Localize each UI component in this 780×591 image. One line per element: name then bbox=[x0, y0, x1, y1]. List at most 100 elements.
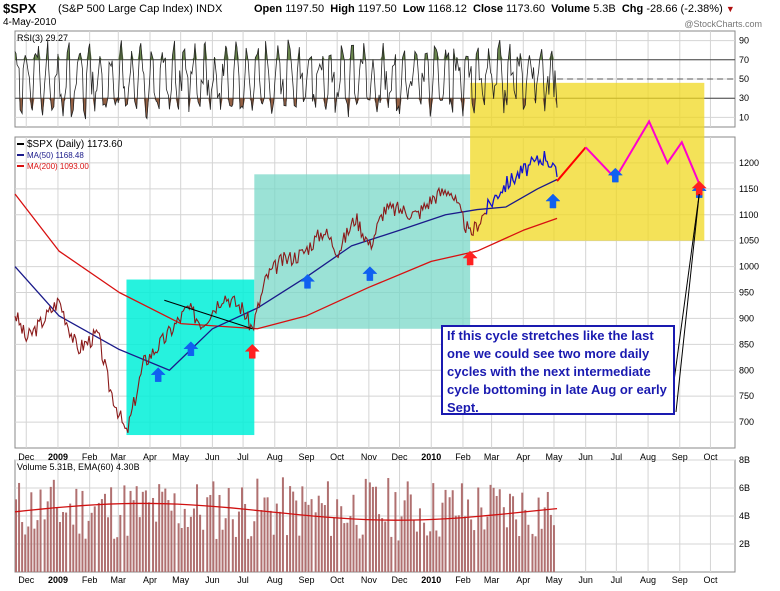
volume-bar bbox=[454, 515, 457, 572]
volume-bar bbox=[394, 492, 397, 572]
volume-label: Volume bbox=[551, 3, 591, 15]
volume-bar bbox=[518, 536, 521, 572]
price-x-tick-label: May bbox=[545, 452, 563, 462]
low-label: Low bbox=[402, 3, 425, 15]
high-label: High bbox=[330, 3, 355, 15]
price-x-tick-label: Jun bbox=[205, 452, 220, 462]
volume-bar bbox=[505, 527, 508, 572]
volume-bar bbox=[78, 533, 81, 572]
volume-bar bbox=[46, 501, 49, 572]
volume-bar bbox=[183, 508, 186, 572]
price-x-tick-label: Feb bbox=[82, 452, 98, 462]
volume-bar bbox=[384, 521, 387, 572]
volume-x-tick-label: 2010 bbox=[421, 575, 441, 585]
volume-bar bbox=[537, 497, 540, 572]
volume-bar bbox=[349, 516, 352, 572]
volume-bar bbox=[323, 505, 326, 572]
volume-x-tick-label: Dec bbox=[392, 575, 409, 585]
volume-bar bbox=[55, 507, 58, 572]
volume-bar bbox=[52, 479, 55, 572]
volume-bar bbox=[221, 529, 224, 572]
volume-x-tick-label: Mar bbox=[484, 575, 500, 585]
volume-bar bbox=[110, 487, 113, 572]
volume-bar bbox=[552, 525, 555, 572]
volume-bar bbox=[202, 529, 205, 572]
volume-bar bbox=[84, 538, 87, 572]
watermark: @StockCharts.com bbox=[684, 19, 762, 29]
volume-bar bbox=[307, 504, 310, 572]
volume-bar bbox=[65, 512, 68, 572]
volume-bar bbox=[336, 499, 339, 572]
chart-date: 4-May-2010 bbox=[3, 17, 57, 28]
volume-bar bbox=[534, 536, 537, 572]
volume-bar bbox=[429, 531, 432, 572]
blue-up-arrow bbox=[362, 266, 378, 281]
volume-bar bbox=[358, 538, 361, 572]
volume-bar bbox=[215, 538, 218, 572]
price-x-tick-label: Mar bbox=[111, 452, 127, 462]
volume-bar bbox=[147, 502, 150, 572]
volume-bar bbox=[93, 506, 96, 572]
volume-bar bbox=[527, 524, 530, 572]
volume-bar bbox=[278, 511, 281, 572]
price-x-tick-label: Feb bbox=[455, 452, 471, 462]
volume-bar bbox=[138, 517, 141, 572]
volume-bar bbox=[33, 528, 36, 572]
price-x-tick-label: Sep bbox=[298, 452, 314, 462]
price-x-tick-label: Dec bbox=[18, 452, 35, 462]
volume-bar bbox=[81, 490, 84, 572]
volume-x-tick-label: Oct bbox=[703, 575, 718, 585]
volume-bar bbox=[412, 519, 415, 572]
volume-bar bbox=[234, 536, 237, 572]
volume-bar bbox=[113, 538, 116, 572]
price-x-tick-label: Jul bbox=[237, 452, 249, 462]
volume-bar bbox=[502, 507, 505, 572]
price-tick-label: 750 bbox=[739, 391, 754, 401]
volume-bar bbox=[546, 491, 549, 572]
volume-bar bbox=[415, 531, 418, 572]
price-tick-label: 1100 bbox=[739, 210, 758, 220]
volume-x-tick-label: Jun bbox=[205, 575, 220, 585]
volume-bar bbox=[400, 516, 403, 572]
volume-bar bbox=[206, 497, 209, 572]
note-pointer-line bbox=[675, 193, 700, 413]
price-x-tick-label: Sep bbox=[672, 452, 688, 462]
high-value: 1197.50 bbox=[357, 3, 397, 15]
volume-bar bbox=[212, 481, 215, 572]
volume-bar bbox=[161, 491, 164, 572]
volume-bar bbox=[237, 511, 240, 572]
volume-bar bbox=[253, 521, 256, 572]
volume-bar bbox=[189, 516, 192, 572]
volume-bar bbox=[409, 494, 412, 572]
volume-bar bbox=[301, 486, 304, 572]
volume-x-tick-label: Apr bbox=[143, 575, 157, 585]
down-triangle-icon: ▼ bbox=[725, 4, 735, 14]
open-value: 1197.50 bbox=[285, 3, 325, 15]
volume-bar bbox=[173, 493, 176, 572]
note-pointer-line bbox=[671, 193, 700, 397]
price-x-tick-label: 2010 bbox=[421, 452, 441, 462]
volume-bar bbox=[310, 499, 313, 572]
volume-bar bbox=[289, 486, 292, 572]
volume-x-tick-label: Sep bbox=[672, 575, 688, 585]
price-tick-label: 1050 bbox=[739, 236, 759, 246]
ma200-line bbox=[14, 193, 558, 330]
volume-bar bbox=[116, 537, 119, 572]
rsi-tick-label: 90 bbox=[739, 36, 749, 46]
volume-bar bbox=[135, 486, 138, 572]
volume-bar bbox=[320, 503, 323, 572]
volume-bar bbox=[470, 519, 473, 572]
volume-tick-label: 6B bbox=[739, 483, 750, 493]
volume-bar bbox=[448, 497, 451, 572]
volume-x-tick-label: Feb bbox=[455, 575, 471, 585]
volume-x-tick-label: Nov bbox=[361, 575, 378, 585]
volume-bar bbox=[346, 522, 349, 572]
volume-x-tick-label: Apr bbox=[516, 575, 530, 585]
price-tick-label: 900 bbox=[739, 313, 754, 323]
volume-x-tick-label: May bbox=[172, 575, 190, 585]
volume-bar bbox=[438, 536, 441, 572]
volume-bar bbox=[333, 517, 336, 572]
volume-bar bbox=[403, 500, 406, 572]
volume-bar bbox=[381, 518, 384, 572]
